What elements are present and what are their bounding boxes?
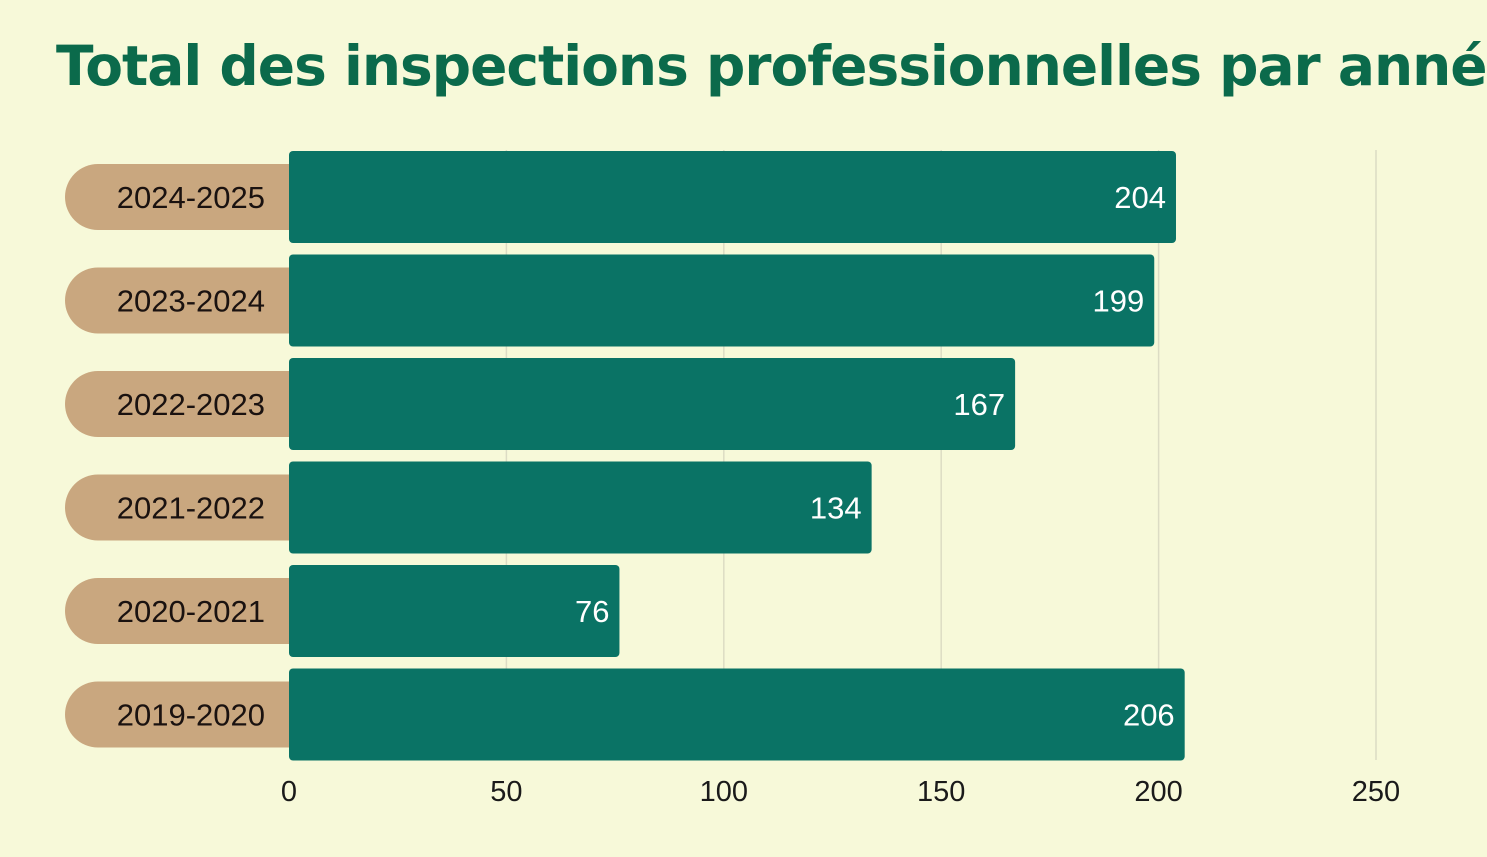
chart-title: Total des inspections professionnelles p… (56, 34, 1487, 98)
category-label-pill (65, 578, 289, 644)
category-label: 2021-2022 (117, 491, 265, 526)
bar (289, 668, 1185, 761)
category-label-pill (65, 474, 289, 541)
category-label-pill (65, 371, 289, 437)
data-label: 199 (1093, 284, 1145, 319)
data-label: 76 (575, 594, 609, 629)
x-tick-label: 0 (281, 776, 297, 808)
bar (289, 565, 620, 657)
bar (289, 461, 872, 554)
category-label: 2024-2025 (117, 180, 265, 215)
data-label: 206 (1123, 698, 1175, 733)
category-label: 2020-2021 (117, 594, 265, 629)
data-label: 204 (1114, 180, 1166, 215)
x-tick-label: 150 (917, 776, 965, 808)
bar (289, 358, 1016, 450)
bar (289, 254, 1155, 347)
category-label: 2022-2023 (117, 387, 265, 422)
x-tick-label: 250 (1352, 776, 1400, 808)
category-label-pill (65, 164, 289, 230)
category-label-pill (65, 681, 289, 748)
x-tick-label: 200 (1134, 776, 1182, 808)
category-label: 2019-2020 (117, 698, 265, 733)
category-label-pill (65, 267, 289, 334)
x-tick-label: 100 (700, 776, 748, 808)
data-label: 167 (953, 387, 1005, 422)
x-tick-label: 50 (490, 776, 522, 808)
bar (289, 151, 1176, 243)
data-label: 134 (810, 491, 862, 526)
category-label: 2023-2024 (117, 284, 265, 319)
